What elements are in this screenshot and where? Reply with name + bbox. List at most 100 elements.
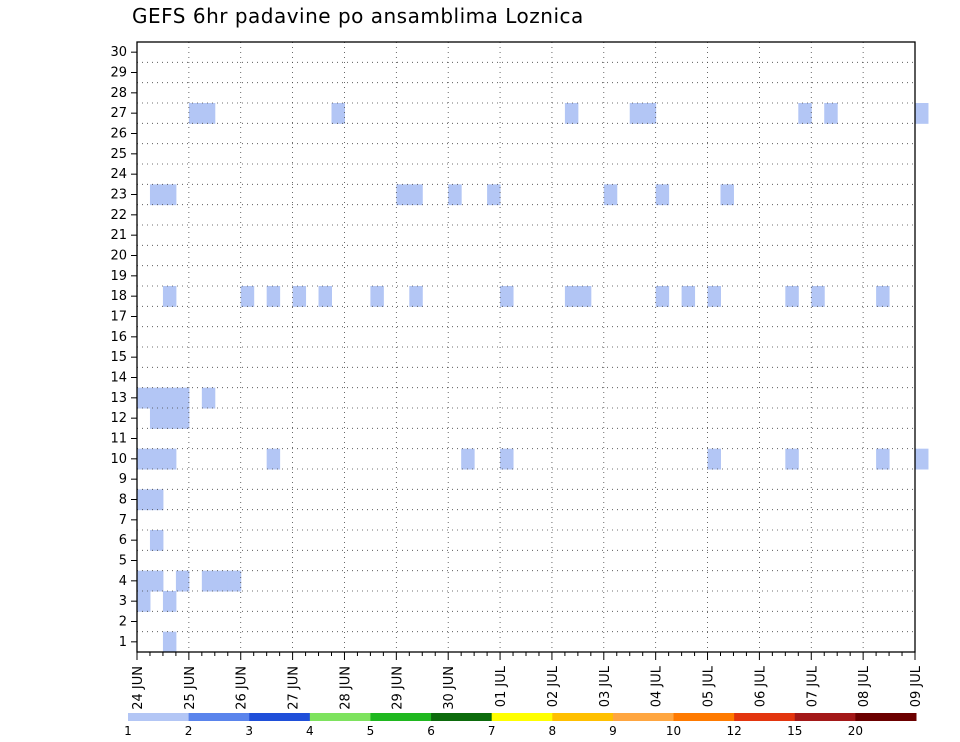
heatmap-cell: [162, 448, 177, 470]
colorbar-label: 3: [245, 724, 253, 738]
heatmap-cell: [331, 103, 345, 124]
heatmap-cell: [162, 387, 177, 409]
y-tick-label: 14: [110, 371, 127, 386]
heatmap-cell: [162, 591, 177, 612]
y-tick-label: 18: [110, 289, 127, 304]
y-tick-label: 28: [110, 86, 127, 101]
heatmap-cell: [240, 286, 255, 307]
heatmap-cell: [137, 448, 151, 470]
colorbar-swatch: [128, 713, 190, 721]
y-tick-label: 4: [119, 574, 127, 589]
heatmap-cell: [149, 387, 164, 409]
heatmap-cell: [720, 184, 734, 206]
x-tick-label: 06 JUL: [753, 665, 768, 707]
heatmap-cell: [188, 103, 203, 124]
heatmap-cell: [175, 387, 190, 409]
x-tick-label: 05 JUL: [702, 665, 717, 707]
heatmap-cell: [564, 103, 579, 124]
y-tick-label: 24: [110, 167, 127, 182]
heatmap-cell: [707, 286, 721, 307]
y-tick-label: 29: [110, 66, 127, 81]
y-tick-label: 21: [110, 228, 127, 243]
colorbar-label: 1: [124, 724, 132, 738]
colorbar-label: 9: [609, 724, 617, 738]
y-tick-label: 12: [110, 411, 127, 426]
heatmap-cell: [409, 184, 423, 206]
colorbar-swatch: [188, 713, 250, 721]
heatmap-cell: [798, 103, 812, 124]
heatmap-cell: [915, 103, 929, 124]
y-tick-label: 22: [110, 208, 127, 223]
x-tick-label: 02 JUL: [546, 665, 561, 707]
heatmap-cell: [876, 448, 890, 470]
colorbar-swatch: [309, 713, 371, 721]
y-tick-label: 9: [119, 472, 127, 487]
heatmap-cell: [149, 489, 164, 511]
colorbar-swatch: [794, 713, 856, 721]
heatmap-cell: [629, 103, 644, 124]
heatmap-cell: [149, 408, 164, 429]
heatmap-cell: [227, 570, 242, 592]
y-tick-label: 23: [110, 188, 127, 203]
heatmap-cell: [655, 184, 670, 206]
colorbar-label: 20: [848, 724, 863, 738]
chart-title: GEFS 6hr padavine po ansamblima Loznica: [132, 4, 584, 28]
heatmap-cell: [175, 570, 190, 592]
heatmap-cell: [396, 184, 410, 206]
heatmap-cell: [603, 184, 618, 206]
heatmap-cell: [137, 489, 151, 511]
x-tick-label: 27 JUN: [287, 666, 302, 710]
heatmap-cell: [175, 408, 190, 429]
y-tick-label: 19: [110, 269, 127, 284]
heatmap-cell: [162, 184, 177, 206]
y-tick-label: 1: [119, 635, 127, 650]
heatmap-cell: [266, 448, 281, 470]
x-tick-label: 26 JUN: [235, 666, 250, 710]
y-tick-label: 13: [110, 391, 127, 406]
heatmap-cell: [149, 448, 164, 470]
plot-frame: [136, 41, 916, 653]
x-tick-label: 28 JUN: [338, 666, 353, 710]
heatmap-cell: [162, 286, 177, 307]
heatmap-cell: [564, 286, 579, 307]
heatmap-cell: [500, 448, 514, 470]
colorbar-label: 5: [367, 724, 375, 738]
heatmap-cell: [409, 286, 423, 307]
heatmap-cell: [876, 286, 890, 307]
heatmap-cell: [707, 448, 721, 470]
colorbar-swatch: [673, 713, 735, 721]
x-tick-label: 30 JUN: [442, 666, 457, 710]
y-tick-label: 17: [110, 310, 127, 325]
heatmap-cell: [201, 103, 216, 124]
colorbar-label: 2: [185, 724, 193, 738]
heatmap-cell: [655, 286, 670, 307]
heatmap-cell: [149, 530, 164, 551]
y-tick-label: 11: [110, 432, 127, 447]
heatmap-cell: [137, 387, 151, 409]
x-tick-label: 03 JUL: [598, 665, 613, 707]
y-tick-label: 16: [110, 330, 127, 345]
heatmap-cell: [642, 103, 657, 124]
y-tick-label: 3: [119, 594, 127, 609]
y-tick-label: 5: [119, 554, 127, 569]
heatmap-cell: [577, 286, 592, 307]
y-tick-label: 15: [110, 350, 127, 365]
heatmap-cell: [461, 448, 475, 470]
colorbar-swatch: [855, 713, 917, 721]
heatmap-cell: [681, 286, 696, 307]
colorbar-swatch: [734, 713, 796, 721]
heatmap-cell: [785, 448, 799, 470]
colorbar-swatch: [612, 713, 675, 721]
x-tick-label: 24 JUN: [131, 666, 146, 710]
y-tick-label: 27: [110, 106, 127, 121]
y-tick-label: 30: [110, 45, 127, 60]
heatmap-cell: [487, 184, 501, 206]
heatmap-cell: [318, 286, 332, 307]
heatmap-cell: [149, 570, 164, 592]
x-tick-label: 01 JUL: [494, 665, 509, 707]
y-tick-label: 8: [119, 493, 127, 508]
colorbar-label: 7: [488, 724, 496, 738]
heatmap-cell: [292, 286, 307, 307]
colorbar-swatch: [249, 713, 311, 721]
